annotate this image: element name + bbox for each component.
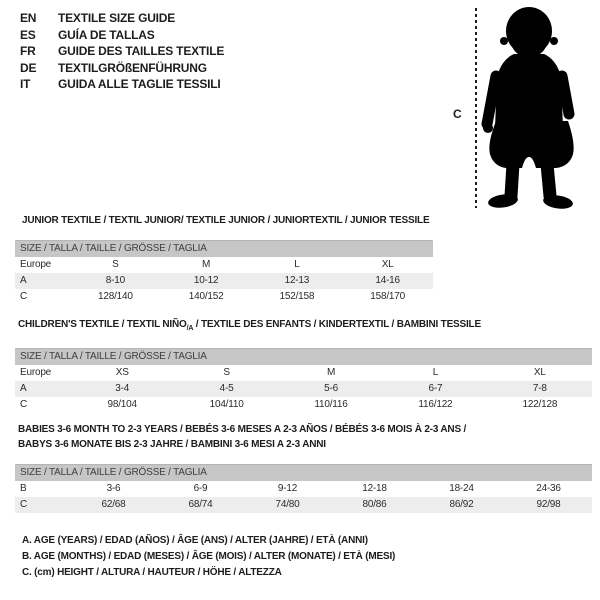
table-row-height: C 62/68 68/74 74/80 80/86 86/92 92/98 — [15, 497, 592, 513]
note-age-years: A. AGE (YEARS) / EDAD (AÑOS) / ÂGE (ANS)… — [22, 535, 368, 546]
row-label: C — [20, 399, 28, 410]
junior-table-title: JUNIOR TEXTILE / TEXTIL JUNIOR/ TEXTILE … — [22, 215, 430, 226]
age-cell: 12-13 — [284, 275, 310, 286]
height-cell: 110/116 — [314, 399, 348, 410]
size-cell: M — [202, 259, 211, 270]
size-cell: S — [112, 259, 119, 270]
legend-notes: A. AGE (YEARS) / EDAD (AÑOS) / ÂGE (ANS)… — [22, 533, 395, 581]
months-cell: 6-9 — [193, 483, 208, 494]
children-table-title: CHILDREN'S TEXTILE / TEXTIL NIÑO/A / TEX… — [18, 317, 481, 336]
lang-row-es: ES GUÍA DE TALLAS — [20, 27, 224, 44]
title-subscript: /A — [186, 325, 194, 332]
table-row-age: A 3-4 4-5 5-6 6-7 7-8 — [15, 381, 592, 397]
age-cell: 6-7 — [428, 383, 443, 394]
age-cell: 10-12 — [193, 275, 219, 286]
lang-code: ES — [20, 27, 36, 42]
title-text: / TEXTILE DES ENFANTS / KINDERTEXTIL / B… — [193, 319, 481, 330]
size-header-band: SIZE / TALLA / TAILLE / GRÖSSE / TAGLIA — [15, 349, 592, 365]
lang-row-en: EN TEXTILE SIZE GUIDE — [20, 10, 224, 27]
size-cell: M — [326, 367, 336, 378]
height-cell: 158/170 — [370, 291, 405, 302]
row-label: Europe — [20, 259, 52, 270]
title-text: CHILDREN'S TEXTILE / TEXTIL NIÑO — [18, 319, 187, 330]
table-row-age: A 8-10 10-12 12-13 14-16 — [15, 273, 433, 289]
row-label: A — [20, 383, 27, 394]
height-cell: 104/110 — [209, 399, 244, 410]
age-cell: 14-16 — [375, 275, 400, 286]
note-age-months: B. AGE (MONTHS) / EDAD (MESES) / ÂGE (MO… — [22, 551, 396, 562]
lang-code: EN — [20, 11, 37, 25]
children-size-table: SIZE / TALLA / TAILLE / GRÖSSE / TAGLIA … — [15, 348, 592, 413]
height-dashed-line — [475, 8, 477, 208]
size-cell: L — [294, 259, 300, 270]
height-measure-label: C — [453, 107, 462, 121]
lang-label: GUIDE DES TAILLES TEXTILE — [58, 44, 225, 58]
size-header-band: SIZE / TALLA / TAILLE / GRÖSSE / TAGLIA — [15, 241, 433, 257]
row-label: C — [20, 291, 28, 302]
lang-label: TEXTILGRÖßENFÜHRUNG — [58, 60, 207, 75]
lang-label: GUÍA DE TALLAS — [58, 27, 155, 42]
babies-size-table: SIZE / TALLA / TAILLE / GRÖSSE / TAGLIA … — [15, 464, 592, 513]
table-row-months: B 3-6 6-9 9-12 12-18 18-24 24-36 — [15, 481, 592, 497]
age-cell: 3-4 — [115, 383, 130, 394]
size-cell: L — [432, 367, 439, 378]
table-row-europe: Europe XS S M L XL — [15, 365, 592, 381]
height-cell: 68/74 — [188, 499, 213, 510]
height-cell: 140/152 — [188, 291, 224, 302]
junior-size-table: SIZE / TALLA / TAILLE / GRÖSSE / TAGLIA … — [15, 240, 433, 305]
height-cell: 86/92 — [449, 499, 474, 510]
size-cell: S — [223, 367, 230, 378]
title-line-1: BABIES 3-6 MONTH TO 2-3 YEARS / BEBÉS 3-… — [18, 424, 467, 435]
months-cell: 3-6 — [106, 483, 121, 494]
measurement-figure: C — [450, 5, 600, 215]
height-cell: 152/158 — [279, 291, 315, 302]
months-cell: 18-24 — [449, 483, 474, 494]
title-line-2: BABYS 3-6 MONATE BIS 2-3 JAHRE / BAMBINI… — [18, 439, 326, 450]
age-cell: 8-10 — [105, 275, 125, 286]
row-label: B — [20, 483, 27, 494]
months-cell: 24-36 — [536, 483, 561, 494]
height-cell: 62/68 — [101, 499, 126, 510]
lang-row-de: DE TEXTILGRÖßENFÜHRUNG — [20, 60, 224, 77]
table-row-height: C 98/104 104/110 110/116 116/122 122/128 — [15, 397, 592, 413]
lang-code: IT — [20, 77, 31, 91]
lang-row-it: IT GUIDA ALLE TAGLIE TESSILI — [20, 76, 224, 93]
lang-code: FR — [20, 44, 36, 58]
language-header: EN TEXTILE SIZE GUIDE ES GUÍA DE TALLAS … — [20, 10, 224, 93]
height-cell: 74/80 — [275, 499, 300, 510]
height-cell: 122/128 — [522, 399, 558, 410]
age-cell: 4-5 — [219, 383, 234, 394]
note-height-cm: C. (cm) HEIGHT / ALTURA / HAUTEUR / HÖHE… — [22, 567, 282, 578]
months-cell: 9-12 — [277, 483, 298, 494]
size-header-band: SIZE / TALLA / TAILLE / GRÖSSE / TAGLIA — [15, 465, 592, 481]
row-label: A — [20, 275, 27, 286]
size-cell: XL — [533, 367, 546, 378]
height-cell: 116/122 — [418, 399, 453, 410]
table-row-europe: Europe S M L XL — [15, 257, 433, 273]
lang-label: TEXTILE SIZE GUIDE — [58, 11, 176, 25]
babies-table-title: BABIES 3-6 MONTH TO 2-3 YEARS / BEBÉS 3-… — [18, 422, 466, 452]
months-cell: 12-18 — [362, 483, 387, 494]
lang-row-fr: FR GUIDE DES TAILLES TEXTILE — [20, 43, 224, 60]
age-cell: 5-6 — [324, 383, 338, 394]
row-label: C — [20, 499, 28, 510]
height-cell: 98/104 — [107, 399, 138, 410]
size-cell: XL — [381, 259, 394, 270]
age-cell: 7-8 — [532, 383, 547, 394]
baby-silhouette-icon — [481, 7, 575, 209]
table-row-height: C 128/140 140/152 152/158 158/170 — [15, 289, 433, 305]
lang-code: DE — [20, 60, 37, 75]
lang-label: GUIDA ALLE TAGLIE TESSILI — [58, 77, 221, 91]
height-cell: 92/98 — [536, 499, 561, 510]
row-label: Europe — [20, 367, 52, 378]
size-cell: XS — [115, 367, 129, 378]
height-cell: 128/140 — [98, 291, 133, 302]
height-cell: 80/86 — [362, 499, 387, 510]
